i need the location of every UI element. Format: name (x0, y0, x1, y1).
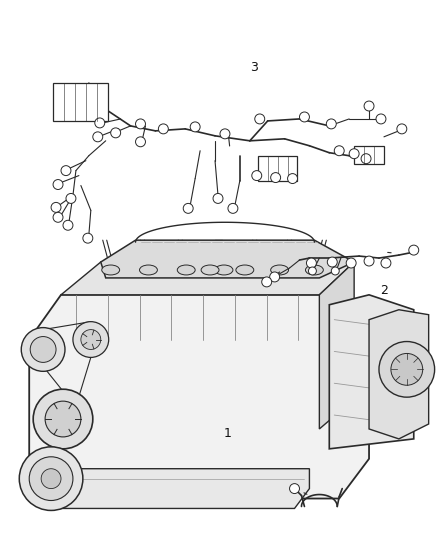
Circle shape (307, 258, 316, 268)
Circle shape (349, 149, 359, 159)
Polygon shape (369, 310, 429, 439)
Circle shape (381, 258, 391, 268)
Circle shape (95, 118, 105, 128)
Circle shape (61, 166, 71, 175)
Polygon shape (61, 469, 309, 508)
Circle shape (21, 328, 65, 372)
Circle shape (45, 401, 81, 437)
Circle shape (81, 329, 101, 350)
Circle shape (83, 233, 93, 243)
Circle shape (409, 245, 419, 255)
Circle shape (135, 137, 145, 147)
Circle shape (111, 128, 120, 138)
Circle shape (53, 180, 63, 190)
Circle shape (271, 173, 281, 182)
Ellipse shape (236, 265, 254, 275)
Circle shape (379, 342, 434, 397)
Circle shape (331, 267, 339, 275)
Polygon shape (319, 262, 354, 429)
Circle shape (334, 146, 344, 156)
Circle shape (255, 114, 265, 124)
Circle shape (290, 483, 300, 494)
Text: 1: 1 (224, 427, 232, 440)
Circle shape (228, 204, 238, 213)
Circle shape (364, 256, 374, 266)
Circle shape (51, 203, 61, 212)
Circle shape (66, 193, 76, 204)
Circle shape (41, 469, 61, 489)
Ellipse shape (201, 265, 219, 275)
Circle shape (252, 171, 262, 181)
Polygon shape (29, 295, 369, 498)
Circle shape (327, 257, 337, 267)
Bar (354, 146, 384, 164)
Ellipse shape (271, 265, 289, 275)
Circle shape (364, 101, 374, 111)
Circle shape (361, 154, 371, 164)
Ellipse shape (177, 265, 195, 275)
Circle shape (308, 267, 316, 275)
Circle shape (33, 389, 93, 449)
Ellipse shape (305, 265, 323, 275)
Circle shape (288, 174, 297, 183)
Circle shape (190, 122, 200, 132)
Ellipse shape (102, 265, 120, 275)
Text: 2: 2 (381, 284, 389, 297)
Circle shape (391, 353, 423, 385)
Circle shape (270, 272, 279, 282)
Circle shape (63, 220, 73, 230)
Circle shape (159, 124, 168, 134)
Polygon shape (329, 295, 414, 449)
Text: 3: 3 (250, 61, 258, 75)
Ellipse shape (140, 265, 157, 275)
Circle shape (30, 336, 56, 362)
Bar (53, 83, 108, 121)
Circle shape (183, 204, 193, 213)
Ellipse shape (215, 265, 233, 275)
Circle shape (93, 132, 103, 142)
Circle shape (326, 119, 336, 129)
Circle shape (346, 258, 356, 268)
Bar (258, 156, 297, 181)
Circle shape (19, 447, 83, 511)
Circle shape (397, 124, 407, 134)
Circle shape (376, 114, 386, 124)
Circle shape (262, 277, 272, 287)
Circle shape (53, 212, 63, 222)
Circle shape (213, 193, 223, 204)
Polygon shape (101, 240, 354, 278)
Circle shape (73, 321, 109, 358)
Circle shape (220, 129, 230, 139)
Circle shape (135, 119, 145, 129)
Circle shape (300, 112, 309, 122)
Circle shape (29, 457, 73, 500)
Polygon shape (61, 262, 354, 295)
